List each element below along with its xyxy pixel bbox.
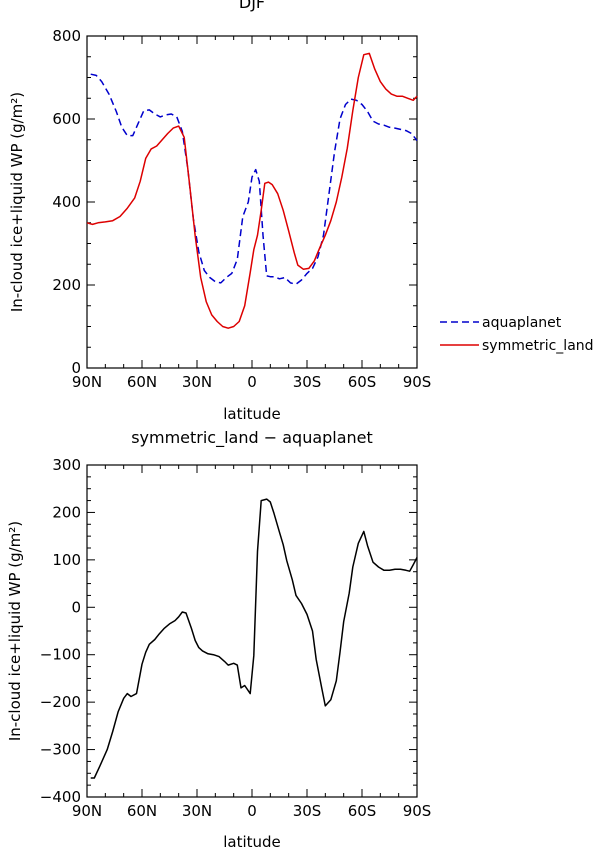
top-x-tick-label: 60N xyxy=(127,373,157,391)
bottom-x-tick-label: 90S xyxy=(403,802,432,820)
bottom-x-tick-label: 30N xyxy=(182,802,212,820)
top-y-tick-label: 800 xyxy=(52,27,81,45)
bottom-plot-frame xyxy=(86,464,418,798)
bottom-x-tick-label: 60S xyxy=(348,802,377,820)
top-x-tick-label: 90N xyxy=(72,373,102,391)
bottom-x-axis: 90N 60N 30N 0 30S 60S 90S xyxy=(72,465,431,820)
top-y-tick-label: 200 xyxy=(52,276,81,294)
top-series-line-symmetric-land xyxy=(86,52,418,329)
bottom-y-axis: −400 −300 −200 −100 0 100 200 300 xyxy=(40,456,417,806)
bottom-y-tick-label: −200 xyxy=(40,693,81,711)
bottom-chart-panel: symmetric_land − aquaplanet −400 −300 −200… xyxy=(6,428,431,851)
top-x-axis-label: latitude xyxy=(223,405,281,423)
bottom-x-axis-label: latitude xyxy=(223,833,281,851)
bottom-chart-title: symmetric_land − aquaplanet xyxy=(131,428,373,448)
top-y-axis-label: In-cloud ice+liquid WP (g/m²) xyxy=(8,92,26,312)
top-chart-panel: DJF 0 200 400 600 800 90N 60N 30N 0 30S 60S 90S la… xyxy=(8,0,431,423)
bottom-y-tick-label: −100 xyxy=(40,646,81,664)
bottom-x-tick-label: 90N xyxy=(72,802,102,820)
bottom-x-tick-label: 30S xyxy=(293,802,322,820)
bottom-y-tick-label: −400 xyxy=(40,788,81,806)
bottom-y-tick-label: 300 xyxy=(52,456,81,474)
bottom-series-line-difference xyxy=(90,498,418,779)
top-x-tick-label: 30S xyxy=(293,373,322,391)
top-series-group xyxy=(86,52,418,329)
bottom-y-tick-label: 0 xyxy=(71,598,81,616)
top-x-tick-label: 60S xyxy=(348,373,377,391)
legend-label-symmetric-land: symmetric_land xyxy=(482,338,594,354)
bottom-x-tick-label: 0 xyxy=(247,802,257,820)
top-plot-frame xyxy=(86,35,418,369)
top-chart-title: DJF xyxy=(239,0,265,12)
bottom-y-axis-label: In-cloud ice+liquid WP (g/m²) xyxy=(6,521,24,741)
top-y-tick-label: 600 xyxy=(52,110,81,128)
legend: aquaplanet symmetric_land xyxy=(440,315,594,354)
bottom-series-group xyxy=(90,498,418,779)
bottom-y-tick-label: −300 xyxy=(40,741,81,759)
top-x-tick-label: 30N xyxy=(182,373,212,391)
top-x-axis: 90N 60N 30N 0 30S 60S 90S xyxy=(72,36,431,391)
top-series-line-aquaplanet xyxy=(90,73,418,285)
top-y-axis: 0 200 400 600 800 xyxy=(52,27,417,377)
top-x-tick-label: 90S xyxy=(403,373,432,391)
bottom-y-tick-label: 200 xyxy=(52,503,81,521)
top-y-tick-label: 0 xyxy=(71,359,81,377)
top-y-tick-label: 400 xyxy=(52,193,81,211)
bottom-x-tick-label: 60N xyxy=(127,802,157,820)
top-x-tick-label: 0 xyxy=(247,373,257,391)
legend-label-aquaplanet: aquaplanet xyxy=(482,315,562,331)
bottom-y-tick-label: 100 xyxy=(52,551,81,569)
